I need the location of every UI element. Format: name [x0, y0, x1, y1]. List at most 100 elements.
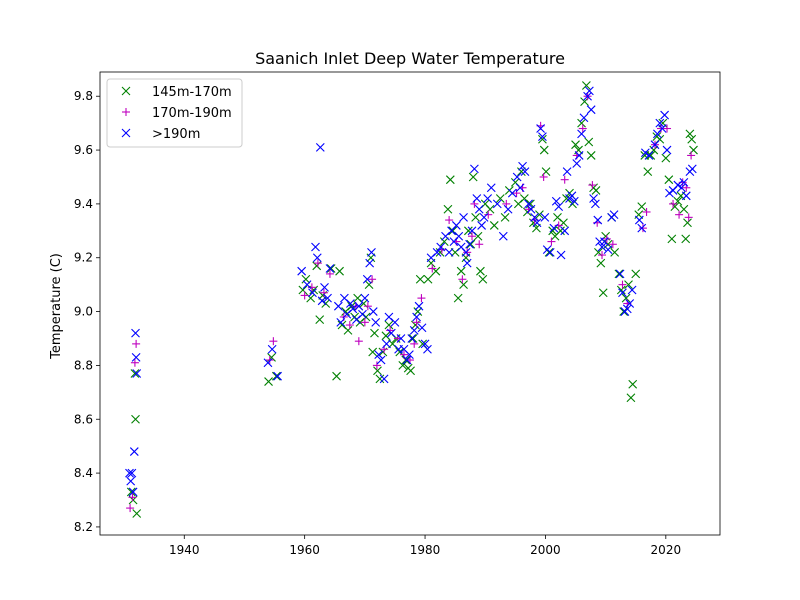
data-point-145m-170m: [301, 274, 311, 284]
data-point-145m-170m-stroke: [621, 293, 631, 303]
data-point-190m-stroke: [589, 194, 598, 203]
data-point-145m-170m-stroke: [510, 177, 520, 187]
data-point-190m: [577, 129, 586, 139]
data-point-145m-170m-stroke: [361, 312, 371, 322]
data-point-190m: [634, 215, 644, 225]
data-point-145m-170m-stroke: [468, 172, 478, 182]
data-point-190m: [673, 180, 683, 190]
data-point-145m-170m-stroke: [594, 247, 603, 257]
legend-label: 145m-170m: [152, 85, 232, 100]
data-point-190m: [423, 344, 432, 354]
y-tick-label: 8.2: [74, 520, 93, 534]
data-point-145m-170m-stroke: [667, 234, 677, 244]
data-point-145m-170m: [646, 151, 656, 160]
data-point-190m: [660, 110, 670, 120]
data-point-145m-170m-stroke: [132, 509, 142, 518]
data-point-145m-170m-stroke: [456, 266, 466, 276]
data-point-190m: [315, 142, 325, 152]
data-point-145m-170m-stroke: [306, 293, 316, 303]
data-point-145m-170m: [347, 301, 357, 311]
data-point-190m: [320, 282, 329, 292]
data-point-190m-stroke: [371, 317, 381, 327]
data-point-145m-170m: [495, 194, 505, 203]
data-point-145m-170m: [581, 81, 591, 90]
data-point-190m-stroke: [467, 226, 477, 236]
legend-marker: [121, 128, 131, 138]
data-point-190m-stroke: [459, 212, 468, 222]
data-point-145m-170m: [321, 299, 331, 308]
data-point-190m: [379, 374, 389, 384]
data-point-190m: [368, 307, 378, 316]
data-point-190m-stroke: [536, 124, 546, 133]
data-point-145m-170m-stroke: [535, 210, 544, 220]
data-point-145m-170m-stroke: [321, 299, 331, 308]
legend-entry: >190m: [121, 127, 200, 142]
data-point-170m-190m: [484, 210, 493, 219]
data-point-190m: [346, 299, 355, 308]
data-point-190m-stroke: [492, 199, 502, 209]
data-point-145m-170m: [443, 204, 453, 214]
data-point-190m-stroke: [348, 304, 358, 314]
data-point-190m: [640, 148, 650, 158]
data-point-170m-190m: [539, 172, 548, 181]
y-tick-label: 9.8: [74, 89, 93, 103]
data-point-145m-170m: [624, 280, 633, 290]
data-point-190m-stroke: [367, 247, 376, 257]
data-point-190m-stroke: [637, 223, 647, 233]
data-point-145m-170m: [614, 269, 624, 279]
data-point-145m-170m-stroke: [368, 347, 378, 357]
data-point-190m-stroke: [503, 204, 513, 214]
data-point-170m-190m: [300, 291, 309, 300]
data-point-190m-stroke: [518, 161, 527, 171]
data-point-190m-stroke: [267, 344, 277, 354]
data-point-190m-stroke: [507, 188, 517, 198]
data-point-190m-stroke: [673, 180, 683, 190]
data-point-145m-170m-stroke: [401, 355, 411, 365]
data-point-145m-170m: [326, 264, 336, 273]
data-point-170m-190m: [354, 337, 363, 346]
data-point-145m-170m: [637, 202, 647, 211]
data-point-170m-190m: [269, 337, 278, 346]
data-point-145m-170m: [516, 167, 526, 176]
data-point-190m: [520, 167, 530, 176]
data-point-190m: [360, 293, 370, 303]
data-point-145m-170m-stroke: [624, 280, 633, 290]
data-point-145m-170m: [408, 334, 418, 343]
y-tick-label: 8.4: [74, 466, 93, 480]
data-point-190m-stroke: [530, 212, 539, 222]
data-point-190m-stroke: [358, 309, 367, 319]
data-point-145m-170m: [667, 234, 677, 244]
data-point-190m: [492, 199, 502, 209]
data-point-170m-190m: [669, 199, 678, 208]
data-point-145m-170m-stroke: [643, 167, 653, 176]
data-point-190m-stroke: [126, 476, 136, 486]
data-point-145m-170m-stroke: [584, 137, 594, 147]
data-point-190m: [572, 159, 582, 168]
legend-marker: [122, 108, 130, 116]
data-point-145m-170m-stroke: [489, 221, 499, 230]
data-point-145m-170m: [489, 221, 499, 230]
data-point-190m: [507, 188, 517, 198]
data-point-190m: [498, 231, 508, 241]
data-point-190m: [396, 334, 406, 343]
data-point-145m-170m: [538, 134, 547, 144]
data-point-170m-190m: [687, 151, 696, 160]
legend-entry: 145m-170m: [121, 85, 232, 100]
data-point-190m: [297, 266, 307, 276]
data-point-190m: [644, 151, 654, 160]
data-point-190m: [583, 91, 592, 101]
data-point-145m-170m-stroke: [683, 218, 692, 228]
data-point-145m-170m: [468, 172, 478, 182]
data-point-145m-170m-stroke: [326, 264, 336, 273]
data-point-145m-170m: [463, 226, 473, 236]
data-point-145m-170m-stroke: [381, 331, 391, 341]
data-point-190m-stroke: [407, 334, 417, 343]
data-point-145m-170m-stroke: [562, 194, 571, 203]
data-point-170m-190m: [458, 275, 467, 284]
data-point-190m: [526, 204, 536, 214]
data-point-145m-170m-stroke: [519, 194, 529, 203]
data-point-170m-190m: [608, 240, 617, 249]
data-point-190m-stroke: [360, 293, 370, 303]
data-point-190m-stroke: [574, 151, 584, 160]
